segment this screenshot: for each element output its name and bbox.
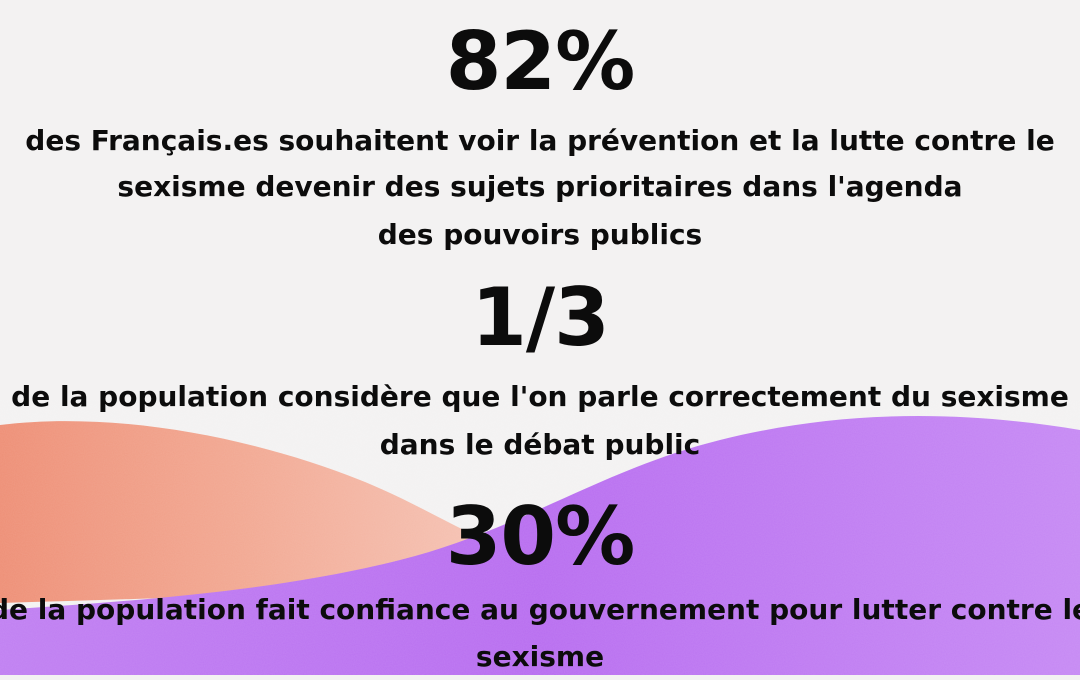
stat-description-line: des pouvoirs publics	[377, 218, 703, 251]
stat-value-30-percent: 30%	[445, 490, 635, 583]
stat-description-line: de la population considère que l'on parl…	[11, 380, 1069, 413]
stat-description-line: dans le débat public	[379, 428, 701, 461]
stat-description-line: sexisme devenir des sujets prioritaires …	[117, 170, 963, 203]
stat-description-line: sexisme	[475, 640, 605, 673]
stat-value-82-percent: 82%	[445, 15, 635, 108]
stat-value-one-third: 1/3	[471, 271, 610, 364]
stat-description-line: des Français.es souhaitent voir la préve…	[25, 124, 1055, 157]
stat-description-line: de la population fait confiance au gouve…	[0, 593, 1080, 626]
